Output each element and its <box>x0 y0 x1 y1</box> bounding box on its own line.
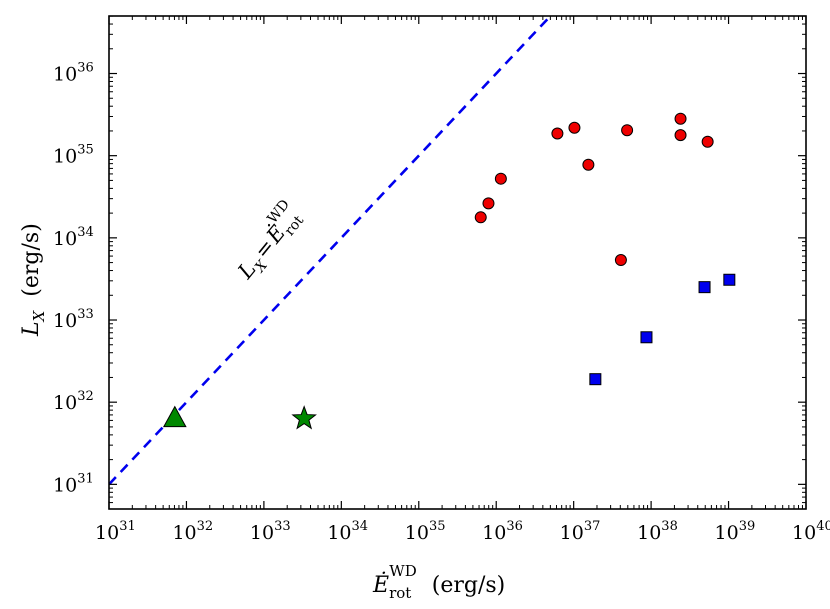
red-circle-point <box>614 254 627 267</box>
x-tick-label: 1039 <box>715 519 756 544</box>
x-axis-label: ĖrotWD(erg/s) <box>372 562 505 602</box>
svg-text:LX(erg/s): LX(erg/s) <box>19 223 48 337</box>
red-circle-point <box>494 172 507 185</box>
y-tick-label: 1034 <box>53 225 94 250</box>
blue-square-point <box>640 331 653 344</box>
y-tick-label: 1032 <box>53 389 94 414</box>
x-tick-label: 1037 <box>560 519 601 544</box>
x-tick-label: 1034 <box>327 519 368 544</box>
red-circle-point <box>674 112 687 125</box>
plot-frame <box>108 15 807 510</box>
data-marks <box>162 112 736 430</box>
red-circle-point <box>582 158 595 171</box>
reference-line-label: LX=ĖrotWD <box>226 197 309 287</box>
x-tick-label: 1035 <box>405 519 446 544</box>
red-circle-point <box>701 135 714 148</box>
red-circle-point <box>551 127 564 140</box>
x-tick-label: 1036 <box>482 519 523 544</box>
y-tick-label: 1033 <box>53 307 94 332</box>
y-tick-label: 1031 <box>53 471 94 496</box>
blue-square-point <box>589 373 602 386</box>
green-triangle-point <box>162 405 187 428</box>
blue-square-point <box>698 281 711 294</box>
x-tick-label: 1040 <box>792 519 830 544</box>
x-tick-label: 1033 <box>250 519 291 544</box>
x-tick-label: 1038 <box>637 519 678 544</box>
svg-text:LX=ĖrotWD: LX=ĖrotWD <box>226 197 309 287</box>
green-star-point <box>291 405 317 430</box>
red-circle-point <box>474 211 487 224</box>
x-tick-label: 1032 <box>172 519 213 544</box>
red-circle-point <box>568 121 581 134</box>
red-circle-point <box>482 197 495 210</box>
y-tick-label: 1036 <box>53 61 94 86</box>
y-tick-label: 1035 <box>53 143 94 168</box>
x-tick-label: 1031 <box>95 519 136 544</box>
blue-square-point <box>723 273 736 286</box>
axis-ticks: 1031 1032 1033 1034 1035 1036 1037 1038 1039 1040… <box>53 15 830 544</box>
red-circle-point <box>621 124 634 137</box>
y-axis-label: LX(erg/s) <box>19 223 48 337</box>
red-circle-point <box>674 129 687 142</box>
reference-line <box>109 16 552 486</box>
reference-line-group <box>109 16 552 486</box>
